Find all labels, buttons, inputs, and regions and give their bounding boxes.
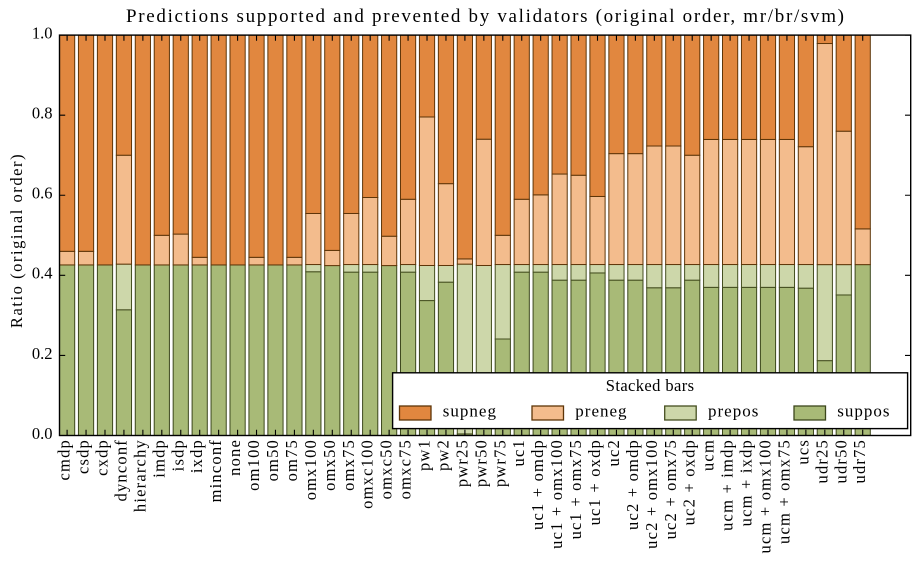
svg-text:prepos: prepos: [708, 402, 759, 421]
svg-text:pw1: pw1: [415, 439, 434, 471]
svg-text:0.4: 0.4: [32, 264, 53, 283]
svg-text:pwr25: pwr25: [452, 439, 471, 487]
svg-text:none: none: [225, 439, 244, 476]
svg-text:cmdp: cmdp: [55, 439, 74, 480]
svg-text:uc2 + oxdp: uc2 + oxdp: [680, 439, 699, 525]
svg-text:omxc50: omxc50: [377, 439, 396, 499]
svg-text:ucs: ucs: [793, 439, 812, 465]
svg-text:omx75: omx75: [339, 439, 358, 491]
svg-text:omx50: omx50: [320, 439, 339, 491]
svg-text:Predictions supported and prev: Predictions supported and prevented by v…: [126, 6, 844, 27]
svg-text:isdp: isdp: [168, 439, 187, 471]
svg-text:ucm + imdp: ucm + imdp: [718, 439, 737, 531]
svg-text:uc1 + omdp: uc1 + omdp: [528, 439, 547, 530]
svg-text:uc1 + oxdp: uc1 + oxdp: [585, 439, 604, 525]
svg-text:suppos: suppos: [837, 402, 890, 421]
svg-text:0.0: 0.0: [32, 424, 53, 443]
svg-text:supneg: supneg: [443, 402, 497, 421]
svg-text:om75: om75: [282, 439, 301, 481]
svg-text:omxc75: omxc75: [396, 439, 415, 499]
svg-text:om50: om50: [263, 439, 282, 481]
svg-text:udr25: udr25: [812, 439, 831, 484]
svg-text:0.8: 0.8: [32, 104, 53, 123]
svg-text:udr50: udr50: [831, 439, 850, 484]
svg-text:0.2: 0.2: [32, 344, 53, 363]
svg-text:pwr75: pwr75: [490, 439, 509, 487]
svg-text:udr75: udr75: [850, 439, 869, 484]
svg-text:preneg: preneg: [575, 402, 627, 421]
svg-text:minconf: minconf: [206, 439, 225, 502]
svg-text:pw2: pw2: [433, 439, 452, 471]
svg-text:cxdp: cxdp: [92, 439, 111, 476]
svg-text:om100: om100: [244, 439, 263, 491]
svg-text:uc2 + omdp: uc2 + omdp: [623, 439, 642, 530]
svg-text:omx100: omx100: [301, 439, 320, 500]
svg-text:uc1 + omx100: uc1 + omx100: [547, 439, 566, 549]
svg-text:pwr50: pwr50: [471, 439, 490, 487]
svg-text:Ratio (original order): Ratio (original order): [7, 153, 26, 328]
svg-text:uc2 + omx100: uc2 + omx100: [642, 439, 661, 549]
svg-text:0.6: 0.6: [32, 184, 53, 203]
svg-text:csdp: csdp: [74, 439, 93, 474]
svg-text:uc2: uc2: [604, 439, 623, 466]
svg-text:ucm + ixdp: ucm + ixdp: [737, 439, 756, 526]
svg-text:ixdp: ixdp: [187, 439, 206, 473]
svg-text:uc1: uc1: [509, 439, 528, 466]
svg-text:hierarchy: hierarchy: [130, 439, 149, 512]
svg-text:1.0: 1.0: [32, 24, 53, 43]
svg-text:ucm + omx100: ucm + omx100: [755, 439, 774, 553]
svg-text:Stacked bars: Stacked bars: [606, 376, 695, 395]
svg-text:imdp: imdp: [149, 439, 168, 478]
svg-text:uc1 + omx75: uc1 + omx75: [566, 439, 585, 539]
svg-text:dynconf: dynconf: [111, 439, 130, 501]
svg-text:ucm + omx75: ucm + omx75: [774, 439, 793, 544]
svg-text:uc2 + omx75: uc2 + omx75: [661, 439, 680, 539]
svg-text:omxc100: omxc100: [358, 439, 377, 509]
svg-text:ucm: ucm: [699, 439, 718, 471]
